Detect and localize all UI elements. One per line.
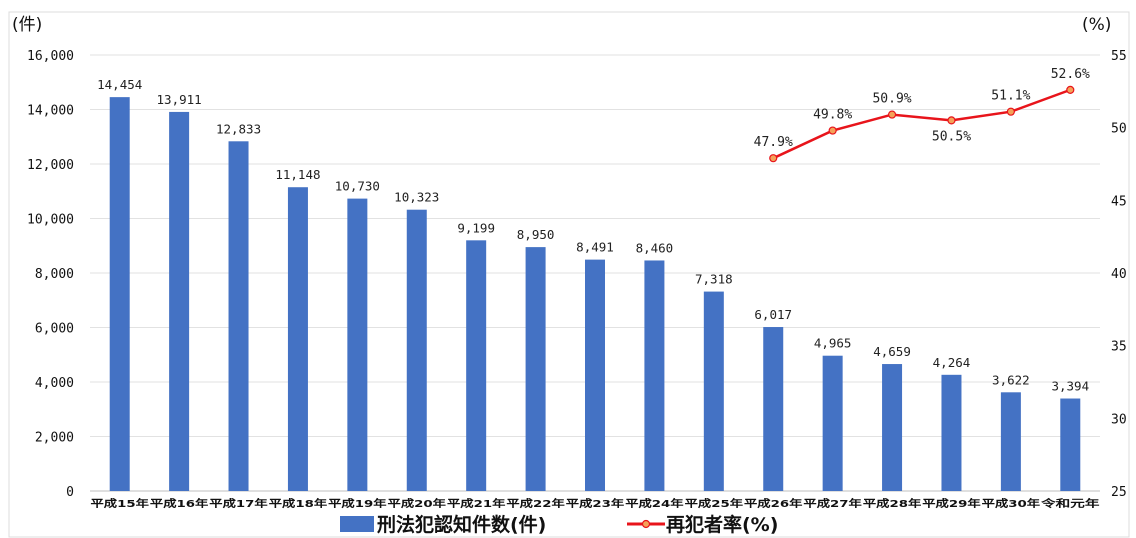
bar (1060, 398, 1081, 491)
category-label: 平成27年 (803, 497, 861, 510)
category-label: 平成24年 (625, 497, 683, 510)
line-point (1066, 85, 1075, 94)
bar (882, 364, 903, 491)
line-data-label: 52.6% (1051, 67, 1090, 82)
category-label: 平成19年 (328, 497, 386, 510)
bar (822, 355, 843, 491)
bar-data-label: 13,911 (157, 92, 202, 107)
bar (703, 291, 724, 491)
right-axis-unit: (%) (1082, 15, 1111, 35)
bar (406, 209, 427, 492)
legend-line-marker (641, 519, 651, 529)
left-tick-label: 10,000 (27, 213, 74, 228)
left-tick-label: 14,000 (27, 104, 74, 119)
category-label: 平成16年 (150, 497, 208, 510)
bar-data-label: 3,394 (1051, 379, 1089, 394)
bar-data-label: 3,622 (992, 372, 1030, 387)
category-label: 令和元年 (1040, 497, 1100, 510)
left-tick-label: 4,000 (35, 376, 74, 391)
gridlines (90, 54, 1100, 492)
bar (525, 247, 546, 491)
bar (941, 374, 962, 491)
bar-data-label: 11,148 (275, 167, 320, 182)
category-label: 平成29年 (922, 497, 980, 510)
left-tick-label: 6,000 (35, 322, 74, 337)
left-tick-label: 0 (66, 485, 74, 500)
category-label: 平成25年 (685, 497, 743, 510)
line-path (772, 88, 1071, 160)
bar-data-label: 6,017 (754, 307, 792, 322)
bar-data-label: 8,491 (576, 240, 614, 255)
left-tick-label: 8,000 (35, 267, 74, 282)
right-tick-label: 25 (1111, 485, 1127, 500)
chart-border (8, 11, 1130, 538)
right-tick-label: 35 (1111, 340, 1127, 355)
bar-data-label: 14,454 (97, 77, 142, 92)
bar-data-label: 4,965 (814, 336, 852, 351)
bar (287, 187, 308, 492)
category-label: 平成26年 (744, 497, 802, 510)
line-data-label: 50.9% (872, 92, 911, 107)
right-axis-ticks: 25 30 35 40 45 50 55 (1111, 49, 1127, 500)
line-data-label: 50.5% (932, 129, 971, 144)
line-series: 47.9% 49.8% 50.9% 50.5% 51.1% 52.6% (754, 67, 1090, 163)
bar (109, 97, 130, 491)
legend-bar-swatch (340, 516, 374, 532)
bar (228, 141, 249, 491)
left-axis-ticks: 0 2,000 4,000 6,000 8,000 10,000 12,000 14,000 1… (27, 49, 74, 500)
category-axis: 平成15年 平成16年 平成17年 平成18年 平成19年 平成20年 平成21年 平成22年… (91, 497, 1100, 510)
bar (1000, 392, 1021, 491)
category-label: 平成17年 (209, 497, 267, 510)
line-point (887, 110, 897, 119)
line-point (769, 154, 778, 163)
left-tick-label: 2,000 (35, 431, 74, 446)
category-label: 平成30年 (982, 497, 1040, 510)
category-label: 平成28年 (863, 497, 921, 510)
left-tick-label: 16,000 (27, 49, 74, 64)
bar (466, 240, 487, 491)
bar-data-label: 8,460 (636, 240, 674, 255)
bar (169, 111, 190, 492)
category-label: 平成20年 (388, 497, 446, 510)
category-label: 平成21年 (447, 497, 505, 510)
legend-line-label: 再犯者率(%) (666, 513, 778, 536)
line-data-label: 47.9% (754, 135, 793, 150)
line-point (828, 126, 837, 135)
bar (644, 260, 665, 491)
line-point (947, 116, 956, 125)
bar-data-label: 12,833 (216, 121, 261, 136)
right-tick-label: 40 (1111, 267, 1127, 282)
category-label: 平成18年 (269, 497, 327, 510)
line-data-label: 49.8% (813, 108, 852, 123)
category-label: 平成15年 (91, 497, 149, 510)
bar (585, 259, 605, 491)
bar (763, 327, 784, 491)
bar-data-label: 10,730 (335, 179, 380, 194)
legend: 刑法犯認知件数(件) 再犯者率(%) (340, 513, 778, 536)
bar (347, 198, 368, 492)
bar-series: 14,454 13,911 12,833 11,148 10,730 10,323 9,19… (97, 77, 1089, 492)
line-point (1006, 107, 1015, 116)
right-tick-label: 55 (1111, 49, 1127, 64)
bar-data-label: 7,318 (695, 272, 733, 287)
legend-bar-label: 刑法犯認知件数(件) (377, 513, 546, 536)
category-label: 平成22年 (506, 497, 564, 510)
left-axis-unit: (件) (12, 15, 42, 35)
bar-data-label: 8,950 (517, 227, 555, 242)
right-tick-label: 45 (1111, 194, 1127, 209)
bar-data-label: 9,199 (457, 220, 495, 235)
left-tick-label: 12,000 (27, 158, 74, 173)
bar-data-label: 4,659 (873, 344, 911, 359)
bar-data-label: 4,264 (933, 355, 971, 370)
right-tick-label: 50 (1111, 122, 1127, 137)
bar-data-label: 10,323 (394, 190, 439, 205)
right-tick-label: 30 (1111, 412, 1127, 427)
line-data-label: 51.1% (991, 89, 1030, 104)
category-label: 平成23年 (566, 497, 624, 510)
